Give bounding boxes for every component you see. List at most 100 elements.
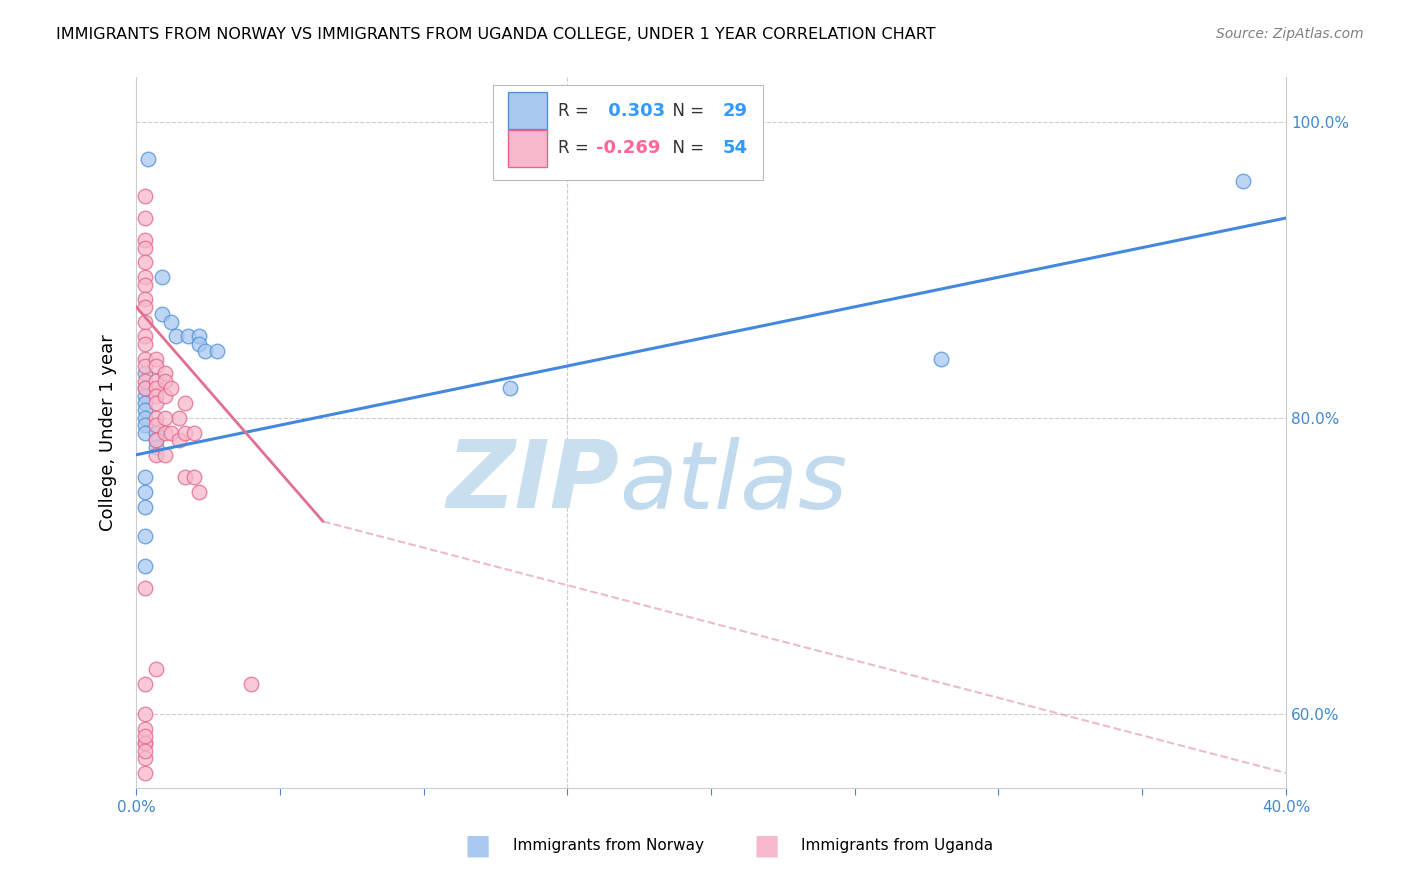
Point: [134, 255, 156, 269]
Text: Immigrants from Uganda: Immigrants from Uganda: [801, 838, 994, 853]
Text: 54: 54: [723, 139, 748, 158]
Text: ZIP: ZIP: [446, 436, 619, 528]
Point: [145, 374, 167, 388]
Point: [153, 367, 176, 381]
Point: [134, 470, 156, 484]
Point: [205, 344, 228, 359]
Text: Immigrants from Norway: Immigrants from Norway: [513, 838, 704, 853]
Point: [134, 241, 156, 255]
Point: [134, 410, 156, 425]
Point: [134, 558, 156, 573]
Point: [134, 751, 156, 765]
Point: [167, 410, 190, 425]
Point: [159, 381, 181, 395]
Y-axis label: College, Under 1 year: College, Under 1 year: [100, 334, 117, 531]
Point: [134, 500, 156, 514]
Point: [134, 706, 156, 721]
Point: [134, 425, 156, 440]
FancyBboxPatch shape: [508, 130, 547, 167]
Point: [145, 441, 167, 455]
Point: [134, 403, 156, 417]
Point: [134, 388, 156, 402]
Point: [183, 470, 205, 484]
Text: N =: N =: [662, 102, 709, 120]
Point: [145, 448, 167, 462]
Point: [153, 388, 176, 402]
Point: [174, 425, 197, 440]
Text: R =: R =: [558, 102, 595, 120]
Point: [174, 396, 197, 410]
Point: [134, 529, 156, 543]
Point: [134, 336, 156, 351]
Point: [136, 152, 159, 166]
Point: [134, 233, 156, 247]
Text: ■: ■: [754, 831, 779, 860]
Point: [165, 329, 187, 343]
Point: [177, 329, 200, 343]
Point: [134, 351, 156, 366]
Point: [134, 736, 156, 750]
Point: [134, 359, 156, 373]
Point: [134, 766, 156, 780]
Point: [145, 425, 167, 440]
Point: [188, 329, 211, 343]
Point: [134, 581, 156, 595]
Text: Source: ZipAtlas.com: Source: ZipAtlas.com: [1216, 27, 1364, 41]
Point: [134, 418, 156, 433]
Point: [145, 662, 167, 676]
Point: [134, 189, 156, 203]
Point: [150, 307, 173, 321]
Point: [145, 351, 167, 366]
FancyBboxPatch shape: [508, 93, 547, 129]
Text: 0.303: 0.303: [602, 102, 665, 120]
Point: [134, 722, 156, 736]
Point: [134, 367, 156, 381]
Point: [134, 744, 156, 758]
Point: [499, 381, 522, 395]
Point: [145, 433, 167, 447]
Point: [134, 315, 156, 329]
Point: [134, 329, 156, 343]
Point: [145, 359, 167, 373]
Point: [134, 381, 156, 395]
Point: [150, 270, 173, 285]
Text: IMMIGRANTS FROM NORWAY VS IMMIGRANTS FROM UGANDA COLLEGE, UNDER 1 YEAR CORRELATI: IMMIGRANTS FROM NORWAY VS IMMIGRANTS FRO…: [56, 27, 936, 42]
Point: [134, 211, 156, 225]
Point: [134, 736, 156, 750]
Point: [153, 448, 176, 462]
Text: R =: R =: [558, 139, 595, 158]
Point: [145, 410, 167, 425]
Point: [145, 418, 167, 433]
Point: [159, 315, 181, 329]
Point: [159, 425, 181, 440]
Point: [174, 470, 197, 484]
Point: [188, 336, 211, 351]
Text: ■: ■: [465, 831, 491, 860]
Point: [183, 425, 205, 440]
Point: [1232, 174, 1254, 188]
Point: [194, 344, 217, 359]
Point: [134, 729, 156, 743]
Point: [134, 677, 156, 691]
Text: 29: 29: [723, 102, 748, 120]
Point: [134, 484, 156, 499]
Point: [153, 374, 176, 388]
Point: [134, 293, 156, 307]
Point: [145, 381, 167, 395]
Point: [134, 277, 156, 292]
Point: [188, 484, 211, 499]
Point: [929, 351, 952, 366]
Point: [134, 381, 156, 395]
Text: -0.269: -0.269: [596, 139, 661, 158]
Point: [145, 388, 167, 402]
Point: [134, 270, 156, 285]
FancyBboxPatch shape: [492, 85, 763, 180]
Point: [134, 300, 156, 314]
Point: [145, 433, 167, 447]
Point: [153, 425, 176, 440]
Point: [134, 374, 156, 388]
Point: [167, 433, 190, 447]
Point: [240, 677, 263, 691]
Text: atlas: atlas: [619, 437, 848, 528]
Point: [134, 396, 156, 410]
